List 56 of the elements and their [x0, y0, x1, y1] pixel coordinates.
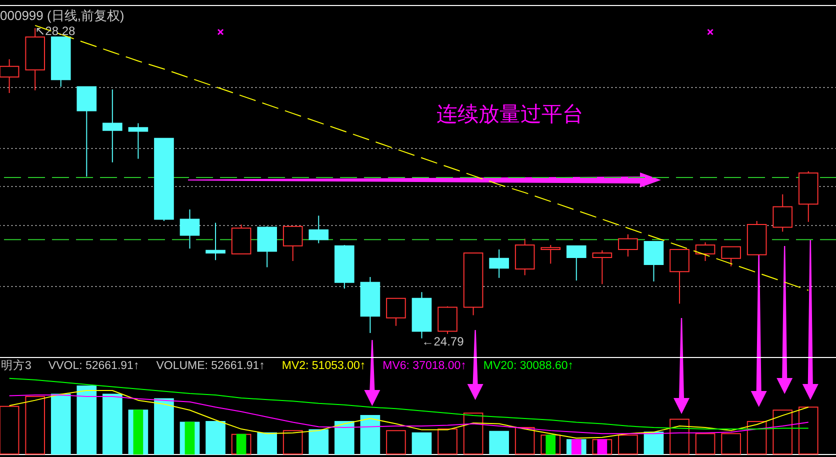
bar: [618, 434, 638, 454]
text: MV6: 37018.00↑: [382, 359, 466, 373]
bar: [282, 430, 302, 454]
candlestick: [205, 222, 225, 260]
bar: [488, 430, 508, 454]
bar: [462, 412, 483, 454]
candlestick: [772, 193, 792, 232]
candlestick: [566, 244, 586, 281]
candlestick: [488, 248, 508, 278]
candlestick: [514, 238, 534, 276]
candlestick: [128, 122, 148, 159]
candlestick: [618, 233, 638, 257]
bar: [205, 420, 225, 454]
text: VOLUME: 52661.91↑: [156, 359, 265, 373]
bar: [720, 432, 740, 454]
text: MV2: 51053.00↑: [282, 359, 366, 373]
candlestick: [308, 214, 328, 244]
candlestick: [386, 297, 406, 326]
text: 明方3: [1, 359, 32, 373]
candlestick: [694, 241, 715, 261]
bar: [154, 398, 174, 454]
bar: [308, 428, 328, 454]
annotation: 连续放量过平台: [436, 102, 583, 126]
candlestick: [669, 248, 689, 304]
bar: [669, 418, 689, 454]
bar: [76, 384, 96, 454]
text: MV20: 30088.60↑: [483, 359, 574, 373]
candlestick: [282, 225, 302, 261]
bar: [102, 393, 122, 454]
candlestick: [179, 208, 200, 249]
candlestick: [102, 88, 122, 162]
candlestick: [592, 249, 612, 284]
bar: [256, 432, 276, 454]
bar: [386, 430, 406, 454]
bar: [24, 396, 44, 454]
candlestick: [643, 240, 664, 282]
bar: [772, 409, 792, 454]
annotation: ↖28.28: [34, 24, 75, 38]
bar: [643, 431, 664, 454]
candlestick: [256, 225, 276, 268]
bar: [360, 414, 380, 454]
annotation: ←24.79: [421, 334, 464, 348]
chart-title: 000999 (日线,前复权): [0, 8, 124, 22]
bar: [746, 420, 766, 454]
bar: [411, 432, 432, 454]
candlestick: [437, 305, 457, 334]
bar: [334, 420, 354, 454]
bar: [50, 393, 70, 454]
bar: [514, 426, 534, 454]
text: VVOL: 52661.91↑: [48, 359, 140, 373]
candlestick: [76, 86, 96, 177]
candlestick: [540, 244, 560, 264]
candlestick: [720, 246, 740, 266]
bar: [694, 432, 715, 454]
bar: [798, 406, 818, 454]
bar: [437, 428, 457, 454]
